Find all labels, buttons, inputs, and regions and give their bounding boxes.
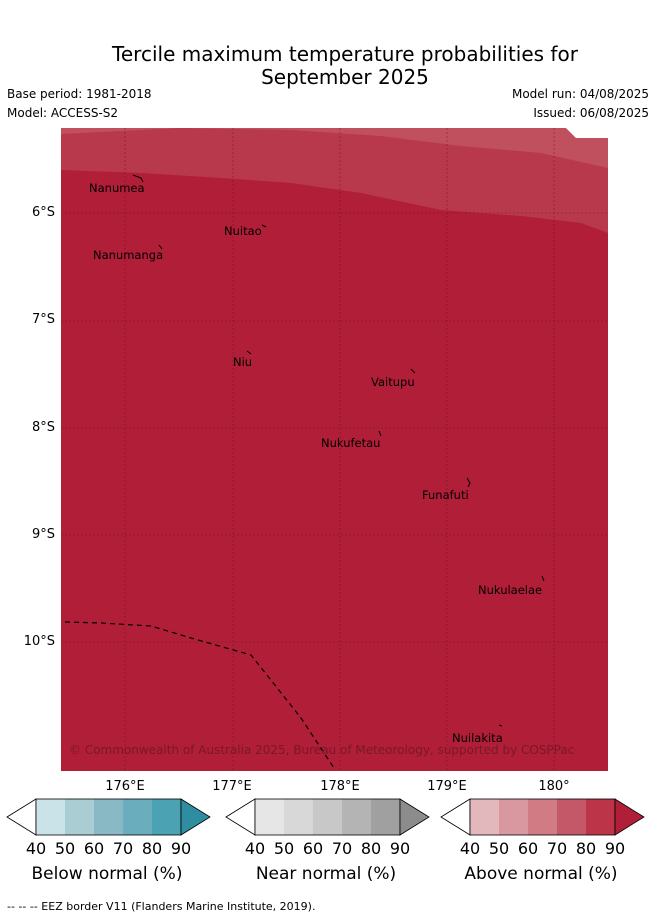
probability-map[interactable]: Nanumea Nuitao Nanumanga Niu Vaitupu Nuk…	[61, 128, 608, 771]
place-label: Nukufetau	[321, 436, 380, 450]
colorbar-extend-high	[399, 798, 430, 836]
colorbar-tick-label: 80	[360, 839, 382, 858]
place-label: Nukulaelae	[478, 583, 542, 597]
place-label: Nuitao	[224, 224, 262, 238]
colorbar-below-normal	[6, 798, 211, 836]
copyright-notice: © Commonwealth of Australia 2025, Bureau…	[69, 743, 574, 757]
colorbar-tick-label: 50	[488, 839, 510, 858]
colorbar-segment	[94, 799, 123, 835]
map-outside-area	[566, 128, 608, 138]
colorbar-tick-label: 50	[273, 839, 295, 858]
colorbar-segment	[499, 799, 528, 835]
colorbar-segment	[36, 799, 65, 835]
place-label: Nanumea	[89, 181, 145, 195]
lat-label: 8°S	[31, 420, 55, 435]
place-label: Nanumanga	[93, 248, 163, 262]
colorbar-label-above: Above normal (%)	[464, 864, 618, 884]
eez-border-line	[64, 621, 335, 769]
map-base-fill	[61, 128, 608, 771]
map-band-60	[61, 128, 608, 168]
place-label: Niu	[233, 355, 252, 369]
colorbar-segment	[123, 799, 152, 835]
colorbar-segment	[342, 799, 371, 835]
colorbar-segment	[65, 799, 94, 835]
eez-footnote: -- -- -- EEZ border V11 (Flanders Marine…	[7, 900, 316, 913]
island-outlines	[132, 174, 545, 727]
colorbar-extend-high	[180, 798, 211, 836]
colorbar-tick-label: 60	[517, 839, 539, 858]
colorbar-tick-label: 40	[244, 839, 266, 858]
colorbar-tick-label: 40	[25, 839, 47, 858]
colorbar-group	[6, 798, 645, 836]
lon-label: 179°E	[427, 779, 467, 794]
model-name: Model: ACCESS-S2	[7, 106, 119, 120]
colorbar-segment	[557, 799, 586, 835]
colorbar-extend-low	[6, 798, 37, 836]
colorbar-above-normal	[440, 798, 645, 836]
map-band-70	[61, 128, 608, 233]
colorbar-label-below: Below normal (%)	[31, 864, 183, 884]
lat-label: 6°S	[31, 205, 55, 220]
colorbar-extend-high	[614, 798, 645, 836]
colorbar-segment	[255, 799, 284, 835]
colorbar-segment	[470, 799, 499, 835]
lon-label: 177°E	[212, 779, 252, 794]
colorbar-tick-label: 70	[546, 839, 568, 858]
colorbar-segment	[586, 799, 615, 835]
lon-label: 176°E	[105, 779, 145, 794]
place-label: Nuilakita	[452, 731, 503, 745]
place-label: Vaitupu	[371, 375, 415, 389]
colorbar-tick-label: 90	[604, 839, 626, 858]
graticule	[61, 128, 608, 771]
colorbar-extend-low	[440, 798, 471, 836]
colorbar-segment	[371, 799, 400, 835]
colorbar-segment	[152, 799, 181, 835]
colorbar-tick-label: 60	[83, 839, 105, 858]
colorbar-tick-label: 80	[575, 839, 597, 858]
colorbar-tick-label: 50	[54, 839, 76, 858]
colorbar-tick-label: 90	[170, 839, 192, 858]
map-title-line-2: September 2025	[261, 65, 429, 89]
lat-label: 9°S	[31, 527, 55, 542]
lon-label: 178°E	[320, 779, 360, 794]
colorbar-tick-label: 60	[302, 839, 324, 858]
colorbar-tick-label: 70	[331, 839, 353, 858]
colorbar-tick-label: 80	[141, 839, 163, 858]
colorbar-near-normal	[225, 798, 430, 836]
issued-date: Issued: 06/08/2025	[533, 106, 649, 120]
colorbar-extend-low	[225, 798, 256, 836]
map-title-line-1: Tercile maximum temperature probabilitie…	[112, 42, 578, 66]
colorbar-segment	[284, 799, 313, 835]
colorbar-tick-label: 70	[112, 839, 134, 858]
lat-label: 7°S	[31, 312, 55, 327]
colorbar-tick-label: 90	[389, 839, 411, 858]
place-label: Funafuti	[422, 488, 469, 502]
base-period: Base period: 1981-2018	[7, 87, 152, 101]
model-run: Model run: 04/08/2025	[511, 87, 649, 101]
colorbar-label-near: Near normal (%)	[255, 864, 397, 884]
colorbar-segment	[528, 799, 557, 835]
lat-label: 10°S	[23, 634, 55, 649]
map-canvas: Nanumea Nuitao Nanumanga Niu Vaitupu Nuk…	[61, 128, 608, 771]
lon-label: 180°	[538, 779, 570, 794]
colorbar-segment	[313, 799, 342, 835]
colorbar-tick-label: 40	[459, 839, 481, 858]
